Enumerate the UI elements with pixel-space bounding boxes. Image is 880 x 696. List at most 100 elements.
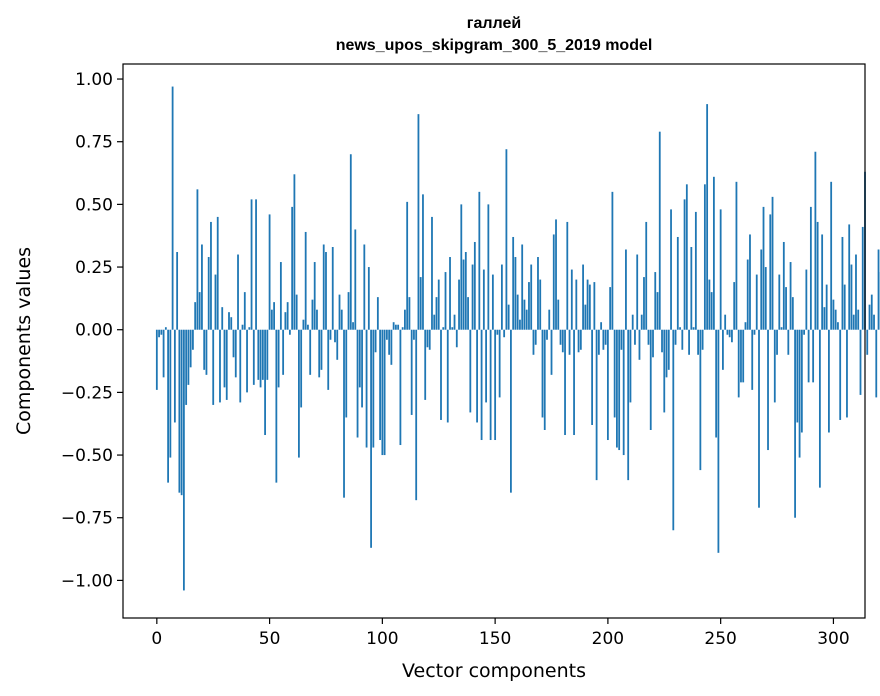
bar-168 (534, 329, 537, 345)
bar-230 (674, 329, 677, 345)
bar-287 (803, 329, 805, 335)
bar-106 (394, 324, 397, 330)
bar-97 (374, 329, 377, 353)
bar-71 (316, 309, 318, 330)
x-tick-label: 0 (151, 629, 162, 649)
bar-13 (185, 329, 188, 405)
bar-137 (464, 252, 467, 330)
bar-256 (733, 282, 736, 330)
bar-262 (746, 259, 749, 330)
bar-316 (868, 304, 871, 330)
bar-83 (343, 329, 345, 498)
bar-219 (649, 329, 652, 430)
bar-252 (724, 314, 727, 330)
bar-6 (169, 329, 172, 458)
bar-96 (372, 329, 375, 448)
bar-313 (861, 226, 864, 330)
y-tick-label: −0.75 (61, 509, 113, 529)
bar-307 (848, 224, 851, 330)
bar-111 (406, 201, 409, 330)
bar-279 (785, 287, 787, 330)
bar-200 (606, 329, 609, 441)
bar-91 (361, 329, 363, 408)
bar-30 (223, 329, 226, 388)
bar-249 (717, 329, 720, 553)
y-tick-label: −0.50 (61, 446, 113, 466)
bar-232 (679, 327, 681, 330)
bar-127 (442, 327, 445, 330)
bar-15 (189, 329, 192, 368)
bar-8 (173, 329, 176, 423)
bar-185 (573, 329, 575, 436)
bar-49 (266, 329, 269, 380)
bar-4 (164, 327, 167, 330)
bar-161 (519, 319, 521, 330)
bar-147 (487, 204, 490, 330)
bar-128 (444, 272, 447, 330)
bar-188 (579, 329, 582, 350)
chart-title: галлей (467, 15, 521, 32)
bar-223 (658, 131, 661, 330)
bar-315 (866, 329, 869, 355)
bar-47 (261, 329, 264, 380)
bar-43 (252, 329, 255, 385)
y-tick-label: 0.00 (75, 321, 113, 341)
bar-233 (681, 329, 684, 350)
bar-58 (286, 302, 289, 330)
bar-143 (478, 191, 481, 330)
bar-112 (408, 297, 411, 330)
bar-284 (796, 329, 799, 423)
bar-272 (769, 214, 772, 330)
bar-76 (327, 329, 330, 390)
bar-181 (564, 329, 566, 436)
bar-32 (228, 312, 230, 330)
bar-312 (859, 329, 862, 395)
bar-169 (537, 257, 539, 330)
bar-131 (451, 327, 454, 330)
bar-212 (634, 329, 636, 345)
bar-37 (239, 329, 242, 403)
bar-254 (728, 329, 731, 338)
bar-157 (510, 329, 512, 493)
bar-125 (437, 279, 440, 330)
bar-57 (284, 312, 287, 330)
bar-290 (809, 206, 812, 330)
x-axis-ticks: 0 50 100 150 200 250 300 (151, 618, 850, 649)
bar-165 (528, 282, 530, 330)
bar-303 (839, 329, 842, 420)
plot-frame (122, 63, 866, 619)
bar-25 (212, 329, 215, 405)
bar-293 (816, 221, 819, 330)
bar-288 (805, 269, 808, 330)
bar-18 (196, 189, 199, 330)
y-tick-label: 0.25 (75, 258, 113, 278)
bar-190 (584, 304, 587, 330)
bar-142 (476, 329, 478, 423)
bar-184 (570, 269, 573, 330)
bar-320 (877, 249, 880, 330)
bar-291 (812, 329, 815, 383)
bar-227 (667, 329, 670, 370)
bar-149 (491, 274, 494, 330)
bar-319 (875, 329, 878, 398)
bar-130 (449, 257, 451, 330)
bar-34 (232, 329, 235, 358)
bar-116 (417, 114, 420, 330)
bar-5 (167, 329, 169, 483)
bar-152 (498, 329, 501, 398)
bar-251 (722, 329, 724, 370)
bar-171 (541, 329, 544, 418)
x-axis-label: Vector components (402, 660, 586, 682)
bar-88 (354, 229, 357, 330)
bar-87 (352, 322, 354, 330)
bar-269 (762, 206, 765, 330)
bar-231 (676, 236, 679, 330)
bar-176 (552, 234, 555, 330)
bar-199 (604, 329, 607, 345)
bar-51 (270, 309, 273, 330)
bar-317 (870, 294, 873, 330)
chart-subtitle: news_upos_skipgram_300_5_2019 model (336, 37, 653, 54)
bar-221 (654, 272, 657, 330)
bar-180 (561, 329, 564, 353)
bar-68 (309, 329, 312, 375)
